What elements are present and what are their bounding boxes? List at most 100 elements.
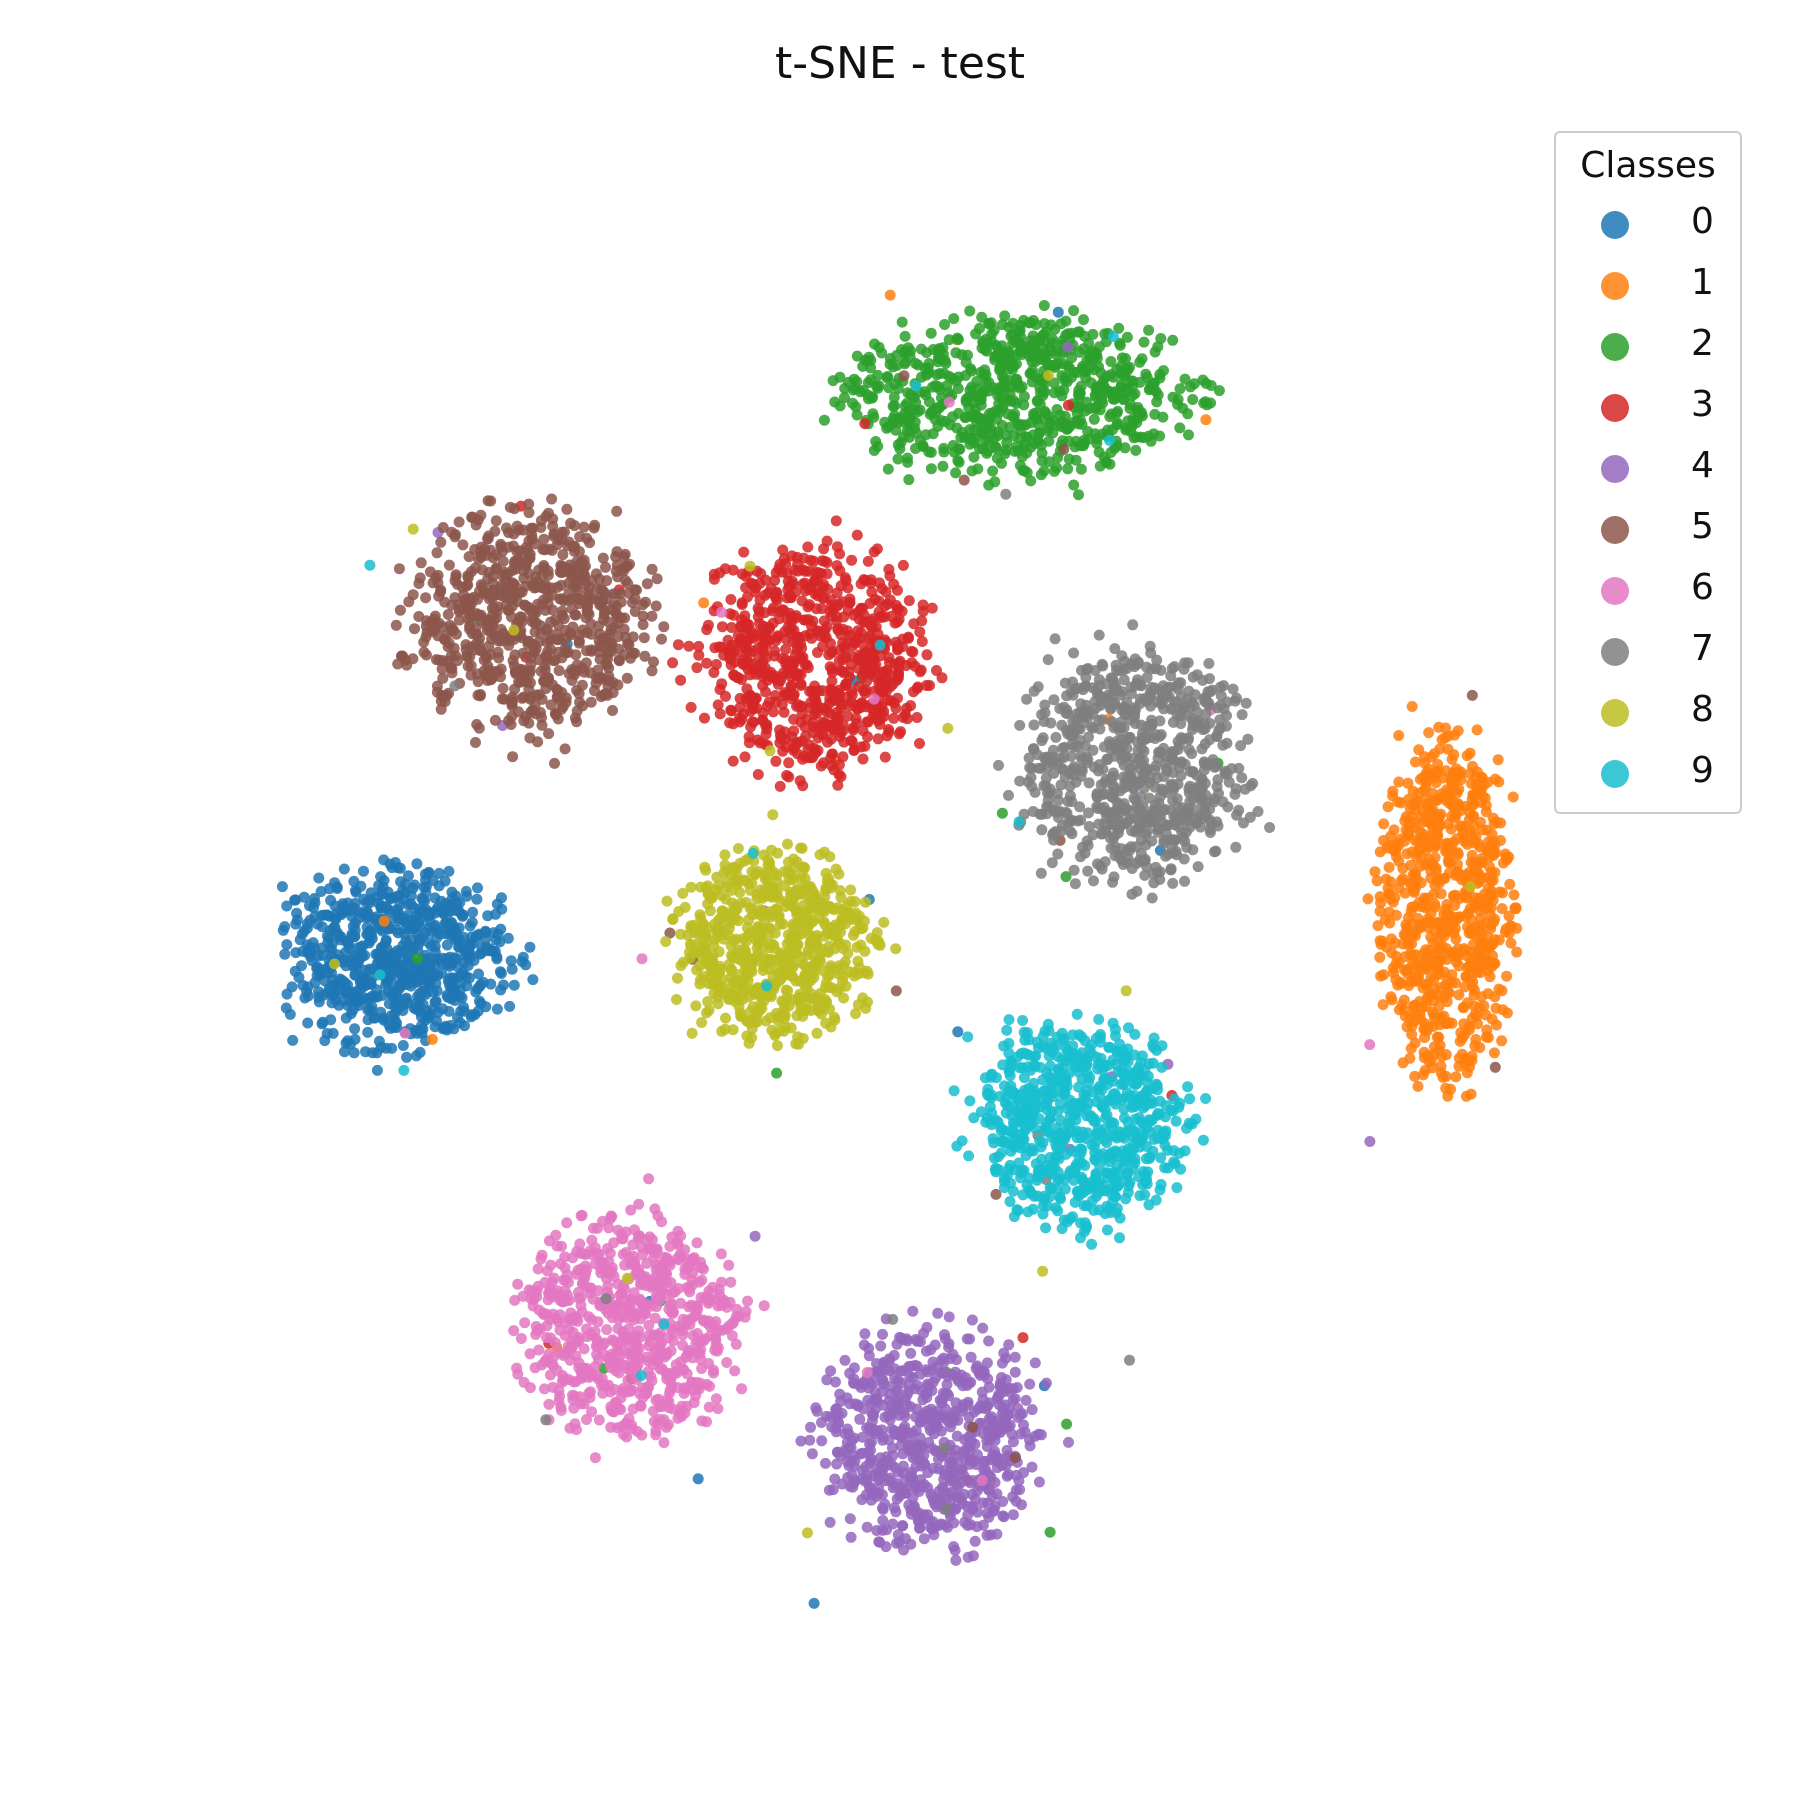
point-class-1: [1475, 913, 1487, 925]
point-class-4: [829, 1473, 841, 1485]
point-class-6: [701, 1416, 712, 1428]
point-class-4: [969, 1535, 981, 1547]
point-class-2: [1078, 314, 1089, 326]
point-class-2: [998, 357, 1010, 369]
point-class-4: [950, 1554, 962, 1566]
point-class-2: [1088, 413, 1100, 425]
point-class-2: [872, 440, 884, 452]
point-class-0: [495, 923, 507, 935]
point-class-4: [946, 1473, 958, 1485]
point-class-5: [526, 605, 538, 617]
point-class-3: [872, 733, 884, 745]
point-class-0: [394, 982, 406, 994]
point-class-3: [738, 546, 750, 558]
point-class-1: [1501, 970, 1513, 982]
point-class-3: [813, 567, 825, 579]
point-class-5: [551, 683, 563, 695]
point-class-0: [308, 893, 320, 904]
point-class-2: [1014, 324, 1026, 336]
point-class-2: [881, 422, 893, 434]
point-class-2: [771, 1067, 783, 1079]
point-class-2: [1118, 394, 1129, 406]
point-class-3: [716, 678, 728, 690]
point-class-3: [831, 560, 843, 572]
point-class-4: [1002, 1409, 1014, 1421]
point-class-2: [964, 305, 976, 317]
point-class-5: [509, 503, 520, 515]
point-class-2: [1213, 385, 1225, 397]
point-class-5: [658, 621, 670, 633]
point-class-5: [621, 560, 633, 572]
point-class-0: [290, 894, 302, 906]
point-class-0: [446, 886, 458, 898]
point-class-1: [1427, 1020, 1439, 1032]
point-class-2: [952, 334, 964, 345]
point-class-5: [469, 544, 481, 555]
point-class-4: [985, 1433, 997, 1444]
point-class-2: [985, 426, 997, 438]
point-class-4: [816, 1435, 828, 1447]
point-class-1: [1398, 994, 1410, 1006]
point-class-0: [454, 984, 466, 996]
point-class-4: [833, 1417, 844, 1429]
point-class-2: [1054, 385, 1066, 397]
point-class-2: [991, 443, 1002, 454]
point-class-0: [397, 885, 409, 896]
point-class-4: [977, 1322, 989, 1334]
point-class-1: [1472, 945, 1484, 957]
point-class-2: [952, 383, 964, 394]
point-class-0: [360, 897, 372, 909]
point-class-2: [1129, 388, 1141, 400]
point-class-2: [867, 408, 879, 420]
point-class-0: [410, 1024, 422, 1036]
point-class-5: [442, 609, 454, 620]
point-class-0: [411, 858, 423, 870]
point-class-1: [1491, 1019, 1502, 1031]
point-class-0: [480, 1001, 492, 1013]
point-class-1: [1404, 1052, 1416, 1064]
point-class-2: [920, 429, 932, 441]
point-class-3: [796, 700, 808, 712]
point-class-4: [866, 1408, 878, 1420]
point-class-2: [1074, 387, 1086, 399]
point-class-2: [1130, 431, 1142, 443]
point-class-2: [993, 406, 1005, 418]
point-class-4: [926, 1523, 938, 1535]
point-class-1: [1390, 909, 1402, 921]
point-class-4: [991, 1454, 1003, 1466]
point-class-4: [897, 1520, 908, 1532]
point-class-2: [1074, 414, 1086, 426]
point-class-3: [859, 687, 871, 699]
point-class-1: [1412, 1080, 1424, 1092]
point-class-3: [811, 603, 822, 615]
point-class-3: [857, 753, 869, 765]
point-class-5: [453, 614, 465, 626]
point-class-3: [789, 564, 800, 576]
point-class-0: [397, 1040, 409, 1051]
point-class-4: [915, 1460, 927, 1472]
point-class-4: [983, 1424, 995, 1436]
point-class-0: [464, 952, 476, 964]
point-class-1: [1408, 1000, 1419, 1012]
point-class-5: [576, 679, 588, 691]
point-class-0: [401, 1051, 413, 1063]
point-class-0: [504, 1000, 516, 1012]
point-class-0: [297, 979, 309, 991]
point-class-4: [865, 1398, 877, 1410]
point-class-1: [1369, 866, 1381, 878]
point-class-1: [1434, 1039, 1446, 1051]
point-class-1: [1397, 873, 1409, 885]
point-class-2: [1028, 408, 1040, 420]
point-class-0: [496, 892, 507, 904]
point-class-1: [1374, 905, 1386, 917]
point-class-5: [608, 599, 620, 611]
point-class-1: [1385, 830, 1397, 842]
point-class-4: [914, 1522, 925, 1534]
point-class-2: [1062, 328, 1074, 340]
point-class-4: [975, 1400, 986, 1412]
point-class-3: [882, 598, 894, 610]
point-class-5: [464, 623, 476, 635]
point-class-2: [1174, 422, 1186, 434]
point-class-4: [877, 1431, 889, 1443]
